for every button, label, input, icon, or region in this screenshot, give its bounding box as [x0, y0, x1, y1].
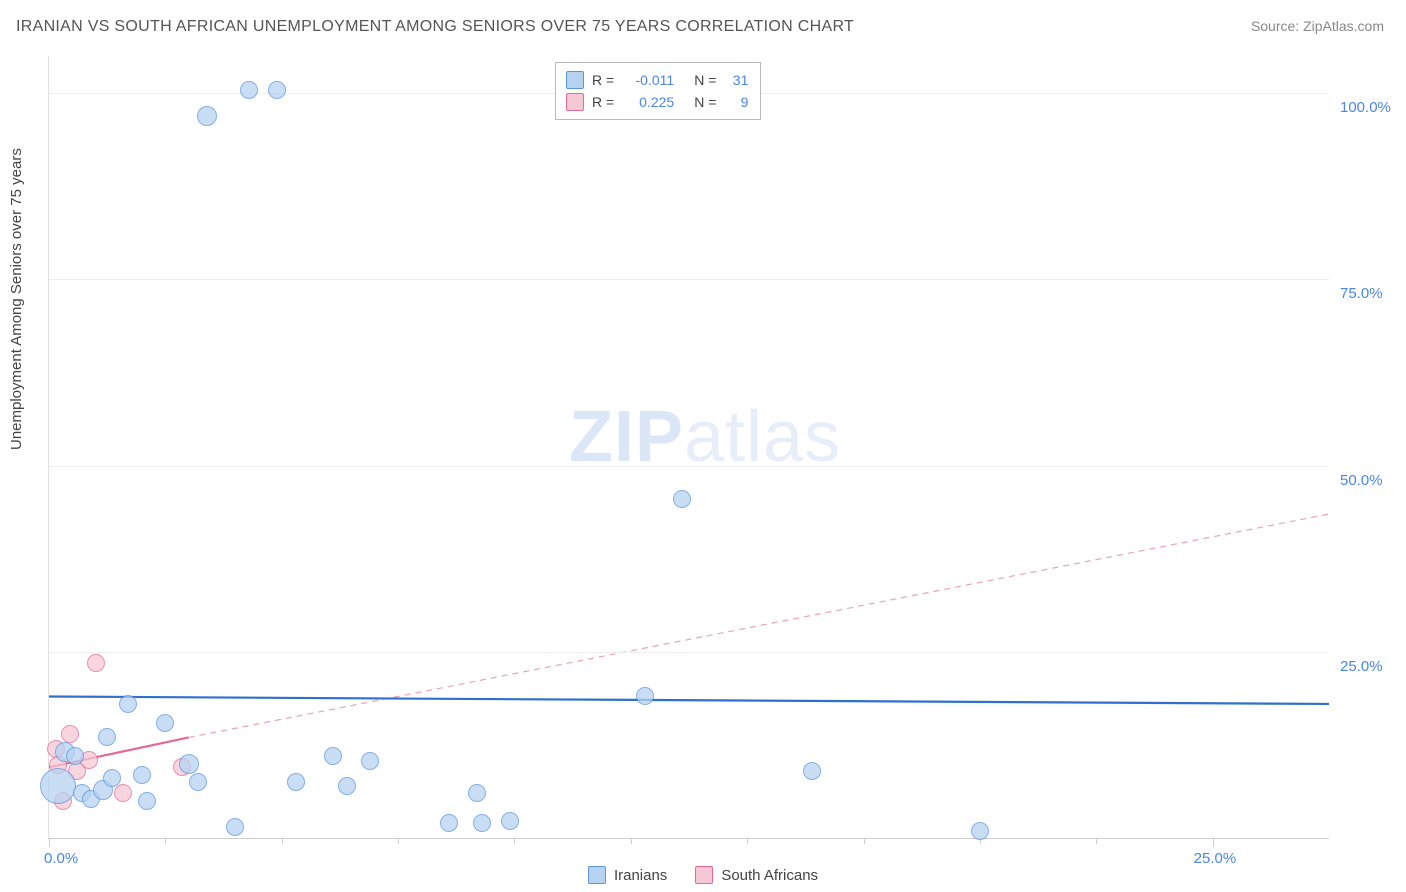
legend-item: Iranians	[588, 866, 667, 884]
iranians-point	[338, 777, 356, 795]
iranians-point	[133, 766, 151, 784]
iranians-point	[66, 747, 84, 765]
iranians-point	[189, 773, 207, 791]
legend-swatch	[566, 71, 584, 89]
south-africans-point	[114, 784, 132, 802]
iranians-point	[287, 773, 305, 791]
legend-n-value: 31	[724, 72, 748, 88]
legend-n-label: N =	[694, 72, 716, 88]
legend-swatch	[588, 866, 606, 884]
x-tick-minor	[398, 838, 399, 844]
x-tick-major	[1213, 838, 1214, 847]
iranians-point	[226, 818, 244, 836]
x-tick-minor	[165, 838, 166, 844]
x-tick-label: 0.0%	[44, 850, 78, 867]
iranians-point	[971, 822, 989, 840]
x-tick-minor	[631, 838, 632, 844]
y-tick-label: 25.0%	[1340, 658, 1383, 675]
source-label: Source: ZipAtlas.com	[1251, 18, 1384, 34]
legend-swatch	[695, 866, 713, 884]
iranians-point	[98, 728, 116, 746]
trend-lines-layer	[49, 56, 1329, 838]
iranians-point	[240, 81, 258, 99]
y-tick-label: 75.0%	[1340, 285, 1383, 302]
iranians-point	[156, 714, 174, 732]
x-tick-minor	[514, 838, 515, 844]
legend-item: South Africans	[695, 866, 818, 884]
legend-swatch	[566, 93, 584, 111]
y-axis-label: Unemployment Among Seniors over 75 years	[8, 148, 25, 450]
iranians-point	[473, 814, 491, 832]
gridline	[49, 279, 1329, 280]
legend-label: Iranians	[614, 867, 667, 884]
iranians-point	[40, 768, 76, 804]
x-tick-minor	[747, 838, 748, 844]
south-africans-point	[87, 654, 105, 672]
iranians-point	[268, 81, 286, 99]
iranians-point	[440, 814, 458, 832]
legend-row: R = 0.225 N = 9	[566, 91, 748, 113]
legend-r-value: -0.011	[622, 72, 674, 88]
gridline	[49, 652, 1329, 653]
iranians-point	[324, 747, 342, 765]
legend-row: R = -0.011 N = 31	[566, 69, 748, 91]
iranians-point	[501, 812, 519, 830]
x-tick-minor	[1096, 838, 1097, 844]
iranians-point	[138, 792, 156, 810]
x-tick-minor	[864, 838, 865, 844]
iranians-point	[673, 490, 691, 508]
legend-r-value: 0.225	[622, 94, 674, 110]
iranians-point	[197, 106, 217, 126]
iranians-point	[119, 695, 137, 713]
y-tick-label: 100.0%	[1340, 99, 1391, 116]
iranians-point	[179, 754, 199, 774]
legend-label: South Africans	[721, 867, 818, 884]
trend-line	[189, 514, 1329, 737]
x-tick-minor	[282, 838, 283, 844]
chart-title: IRANIAN VS SOUTH AFRICAN UNEMPLOYMENT AM…	[16, 18, 854, 36]
plot-area: ZIPatlas	[48, 56, 1329, 839]
y-tick-label: 50.0%	[1340, 472, 1383, 489]
x-tick-major	[49, 838, 50, 847]
trend-line	[49, 696, 1329, 703]
iranians-point	[803, 762, 821, 780]
iranians-point	[361, 752, 379, 770]
iranians-point	[468, 784, 486, 802]
legend-n-label: N =	[694, 94, 716, 110]
correlation-legend: R = -0.011 N = 31 R = 0.225 N = 9	[555, 62, 761, 120]
south-africans-point	[61, 725, 79, 743]
legend-r-label: R =	[592, 72, 614, 88]
legend-r-label: R =	[592, 94, 614, 110]
gridline	[49, 466, 1329, 467]
iranians-point	[636, 687, 654, 705]
x-tick-label: 25.0%	[1194, 850, 1237, 867]
legend-n-value: 9	[724, 94, 748, 110]
series-legend: Iranians South Africans	[0, 866, 1406, 884]
